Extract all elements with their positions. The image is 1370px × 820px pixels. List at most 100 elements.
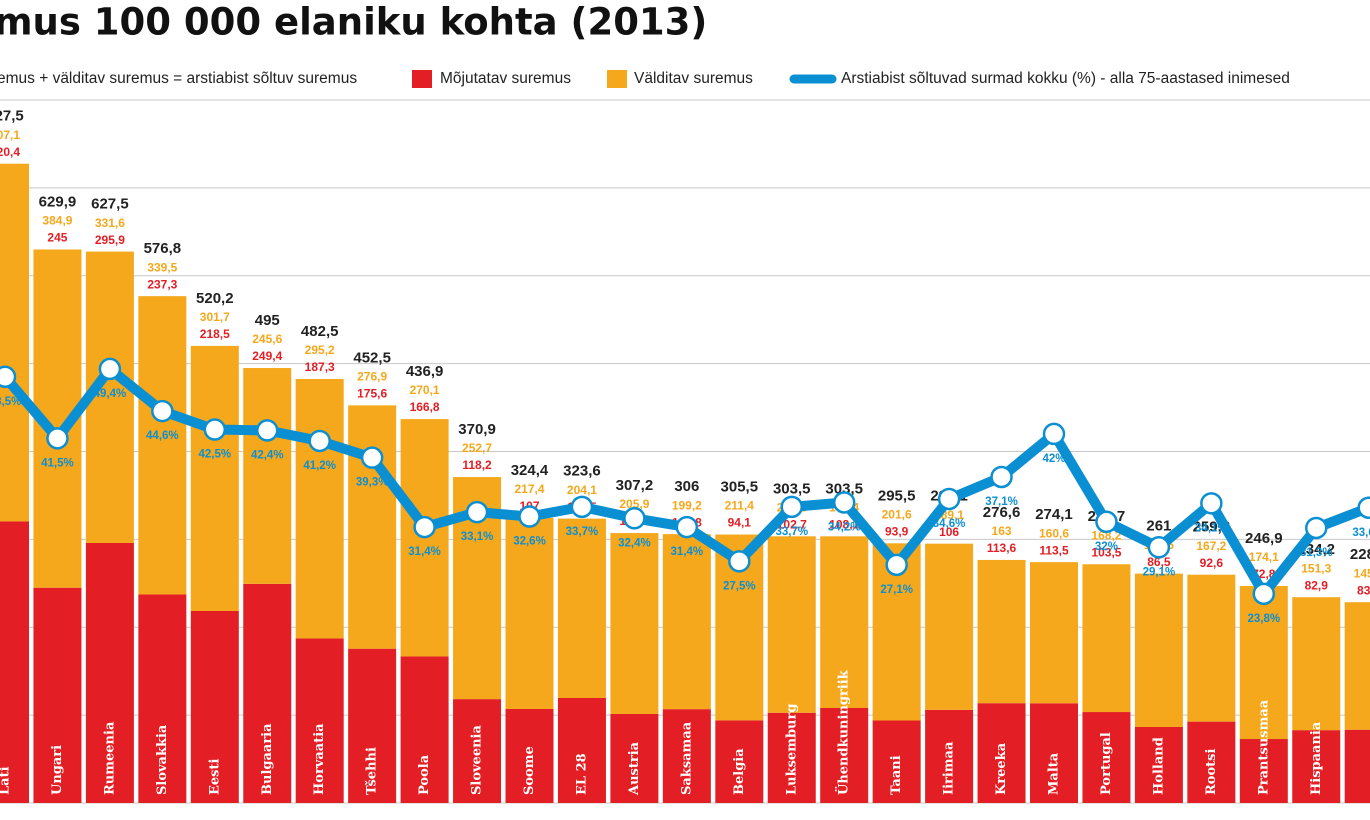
line-label: 23,8% xyxy=(1247,613,1280,625)
line-point xyxy=(885,553,908,577)
line-point xyxy=(256,419,279,442)
line-point xyxy=(151,399,174,423)
total-label: 303,5 xyxy=(773,480,811,497)
total-label: 482,5 xyxy=(301,323,339,340)
line-point xyxy=(570,495,594,519)
bar-segment xyxy=(1292,730,1341,803)
bar-segment xyxy=(190,610,239,803)
bar-segment xyxy=(348,405,397,649)
x-tick-label: Sloveenia xyxy=(470,725,485,795)
line-label: 31,3% xyxy=(1300,547,1333,559)
data-label: 217,4 xyxy=(514,482,544,496)
data-label: 218,5 xyxy=(200,327,230,341)
bar-segment xyxy=(662,534,711,710)
line-point xyxy=(780,495,803,519)
line-point xyxy=(675,515,699,539)
bar-segment xyxy=(977,703,1026,803)
line-label: 31,4% xyxy=(671,546,704,558)
total-label: 576,8 xyxy=(144,240,182,257)
line-label: 27,1% xyxy=(880,584,913,596)
x-tick-label: Portugal xyxy=(1099,732,1114,795)
line-label: 29,1% xyxy=(1143,566,1176,578)
legend-note: emus + välditav suremus = arstiabist sõl… xyxy=(0,70,357,87)
line-point xyxy=(1200,492,1223,515)
line-point xyxy=(518,505,541,528)
bar-segment xyxy=(767,712,816,803)
bar-segment xyxy=(977,559,1026,704)
line-label: 33,7% xyxy=(566,526,599,538)
data-label: 245 xyxy=(47,231,67,245)
line-label: 33,1% xyxy=(461,531,494,543)
data-label: 86,5 xyxy=(1147,555,1171,569)
line-label: 32,6% xyxy=(513,536,546,548)
data-label: 82,9 xyxy=(1305,578,1329,592)
bar-segment xyxy=(85,542,134,803)
legend-swatch xyxy=(607,70,627,88)
legend-swatch xyxy=(412,70,432,88)
x-tick-label: Slovakkia xyxy=(155,724,170,795)
chart-title: mus 100 000 elaniku kohta (2013) xyxy=(0,1,707,44)
x-tick-label: Läti xyxy=(0,766,13,795)
data-label: 168,2 xyxy=(1091,528,1121,542)
data-label: 108,1 xyxy=(829,517,859,531)
x-tick-label: Poola xyxy=(417,754,432,795)
line-label: 31,4% xyxy=(408,546,441,558)
bar-segment xyxy=(505,708,554,803)
x-tick-label: Rootsi xyxy=(1204,749,1219,795)
line-label: 41,5% xyxy=(41,457,74,469)
line-point xyxy=(728,550,751,573)
total-label: 261 xyxy=(1146,518,1171,535)
bar-segment xyxy=(1134,726,1183,803)
bar-segment xyxy=(557,518,606,698)
line-label: 42,4% xyxy=(251,449,284,461)
line-point xyxy=(623,507,646,530)
line-point xyxy=(1042,422,1066,446)
total-label: 228,5 xyxy=(1350,546,1370,563)
total-label: 370,9 xyxy=(458,421,496,438)
bar-segment xyxy=(295,379,344,639)
line-label: 41,2% xyxy=(303,460,336,472)
data-label: 174,1 xyxy=(1249,550,1279,564)
total-label: 307,2 xyxy=(616,477,654,494)
total-label: 274,1 xyxy=(1035,506,1073,523)
bar-segment xyxy=(400,656,449,803)
bar-segment xyxy=(295,638,344,803)
bar-segment xyxy=(1082,564,1131,713)
legend-label: Mõjutatav suremus xyxy=(440,70,571,87)
line-point xyxy=(1357,496,1370,519)
line-point xyxy=(46,427,69,450)
line-label: 34,2% xyxy=(828,521,861,533)
data-label: 245,6 xyxy=(252,332,282,346)
total-label: 520,2 xyxy=(196,290,234,307)
line-label: 32,4% xyxy=(618,537,651,549)
total-label: 303,5 xyxy=(825,480,863,497)
data-label: 407,1 xyxy=(0,128,20,142)
data-label: 145,1 xyxy=(1354,566,1370,580)
line-point xyxy=(465,500,489,524)
data-label: 252,7 xyxy=(462,441,492,455)
line-label: 37,1% xyxy=(985,496,1018,508)
line-point xyxy=(1252,582,1276,606)
bar-segment xyxy=(505,517,554,709)
data-label: 106 xyxy=(939,525,959,539)
legend-label: Välditav suremus xyxy=(634,70,753,87)
line-label: 48,5% xyxy=(0,396,21,408)
data-label: 113,5 xyxy=(1039,543,1069,557)
x-tick-label: Bulgaaria xyxy=(260,723,275,795)
data-label: 201,6 xyxy=(882,508,912,522)
line-label: 34,1% xyxy=(1195,522,1228,534)
line-point xyxy=(1147,536,1171,559)
x-tick-label: Austria xyxy=(627,741,642,796)
bar-segment xyxy=(1134,573,1183,727)
data-label: 211,4 xyxy=(725,499,755,513)
x-tick-label: Soome xyxy=(522,746,537,795)
x-tick-label: Hispaania xyxy=(1309,721,1324,795)
line-label: 32% xyxy=(1095,541,1118,553)
total-label: 246,9 xyxy=(1245,530,1283,547)
bar-segment xyxy=(243,368,292,584)
data-label: 175,6 xyxy=(357,387,387,401)
line-point xyxy=(832,491,856,514)
data-label: 205,9 xyxy=(619,497,649,511)
line-label: 49,4% xyxy=(94,388,127,400)
